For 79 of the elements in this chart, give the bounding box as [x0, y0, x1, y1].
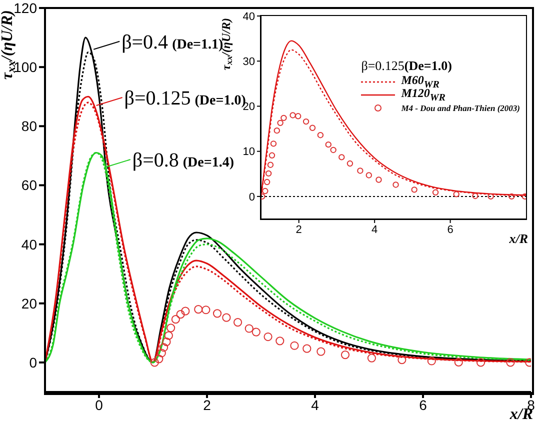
point — [268, 152, 276, 158]
point — [340, 350, 350, 360]
y-tick-label: 20 — [21, 295, 38, 312]
point — [367, 354, 376, 362]
x-tick-label: 6 — [419, 396, 428, 413]
point — [194, 304, 203, 314]
y-tick-label: 10 — [242, 146, 255, 158]
point — [506, 358, 515, 367]
point — [264, 178, 270, 186]
point — [295, 113, 302, 120]
point — [202, 306, 210, 314]
x-axis-title: x/R — [508, 231, 528, 246]
point — [411, 186, 418, 193]
point — [302, 344, 312, 353]
y-tick-label: 0 — [248, 191, 255, 204]
point — [276, 336, 284, 346]
point — [325, 141, 332, 148]
point — [154, 354, 164, 364]
legend-label: M60$_{WR}$ — [401, 72, 440, 90]
x-tick-label: 6 — [447, 224, 454, 236]
point — [277, 120, 284, 126]
point — [508, 193, 515, 200]
x-tick-label: 0 — [95, 396, 104, 413]
point — [346, 160, 354, 167]
point — [302, 118, 310, 125]
point — [398, 356, 406, 364]
point — [309, 124, 316, 131]
x-tick-label: 2 — [203, 396, 212, 413]
point — [150, 358, 159, 367]
point — [427, 356, 436, 366]
point — [265, 170, 272, 177]
y-tick-label: 30 — [242, 56, 255, 68]
y-tick-label: 0 — [29, 354, 38, 370]
point — [164, 331, 173, 340]
point — [264, 332, 272, 342]
point — [162, 337, 171, 346]
point — [290, 112, 296, 118]
point — [280, 114, 287, 122]
point — [171, 315, 180, 324]
point — [454, 358, 463, 366]
point — [222, 313, 231, 322]
legend-label: M4 - Dou and Phan-Thien (2003) — [401, 102, 520, 112]
point — [472, 192, 478, 200]
legend-title: β=0.125(De=1.0) — [361, 58, 452, 73]
point — [366, 172, 372, 178]
point — [157, 348, 166, 358]
point — [160, 343, 168, 352]
point — [357, 168, 364, 174]
point — [392, 182, 399, 188]
point — [316, 347, 326, 356]
point — [233, 318, 242, 327]
point — [181, 306, 190, 316]
point — [212, 309, 222, 318]
point — [267, 162, 274, 168]
point — [252, 328, 260, 336]
point — [290, 341, 299, 350]
point — [270, 140, 277, 147]
point — [262, 188, 268, 194]
point — [338, 154, 345, 160]
point — [476, 358, 486, 367]
point — [274, 127, 280, 134]
point — [453, 191, 460, 198]
y-tick-label: 60 — [21, 177, 38, 194]
x-tick-label: 2 — [296, 224, 302, 236]
point — [488, 193, 494, 200]
x-tick-label: 4 — [311, 396, 320, 413]
y-tick-label: 120 — [14, 0, 38, 16]
y-tick-label: 40 — [242, 10, 255, 23]
point — [244, 324, 254, 333]
point — [432, 189, 439, 196]
point — [317, 132, 324, 138]
annotation: β=0.8 (De=1.4) — [132, 150, 234, 172]
point — [330, 146, 336, 154]
x-tick-label: 4 — [372, 224, 378, 236]
point — [166, 324, 176, 332]
point — [376, 176, 382, 183]
point — [176, 310, 185, 319]
y-tick-label: 40 — [21, 236, 38, 252]
y-tick-label: 80 — [21, 118, 38, 134]
